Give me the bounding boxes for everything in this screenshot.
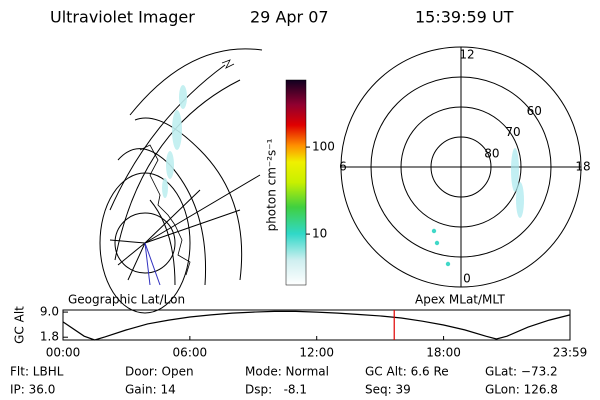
date: 29 Apr 07 — [250, 8, 329, 27]
mlt-label: 12 — [459, 48, 474, 62]
panel-label: Geographic Lat/Lon — [68, 293, 185, 307]
info-field: Door: Open — [125, 365, 194, 379]
plot-frame — [62, 309, 571, 341]
colorbar-label: photon cm⁻²s⁻¹ — [265, 138, 279, 231]
y-axis-label: GC Alt — [13, 306, 27, 344]
lat-label: 80 — [484, 146, 499, 160]
x-tick-label: 18:00 — [426, 346, 461, 360]
x-tick-label: 00:00 — [46, 346, 81, 360]
info-field: Mode: Normal — [245, 365, 329, 379]
aurora-right — [431, 148, 524, 267]
y-tick-label: 9.0 — [40, 305, 59, 319]
x-tick-label: 06:00 — [173, 346, 208, 360]
colorbar-tick-label: 100 — [312, 140, 335, 154]
mlt-label: 18 — [575, 160, 590, 174]
title: Ultraviolet Imager — [50, 8, 195, 27]
info-field: Seq: 39 — [365, 383, 411, 397]
polar-plot: 807060126018 — [339, 46, 591, 288]
y-tick-label: 1.8 — [40, 330, 59, 344]
info-field: Gain: 14 — [125, 383, 176, 397]
panel-label: Apex MLat/MLT — [415, 293, 505, 307]
colorbar-tick-label: 10 — [312, 227, 327, 241]
info-field: GLat: −73.2 — [485, 365, 558, 379]
info-field: Dsp: -8.1 — [245, 383, 307, 397]
info-field: GC Alt: 6.6 Re — [365, 365, 449, 379]
aurora-left — [162, 85, 187, 198]
lat-label: 60 — [527, 104, 542, 118]
info-field: IP: 36.0 — [10, 383, 55, 397]
x-tick-label: 23:59 — [553, 346, 588, 360]
info-field: GLon: 126.8 — [485, 383, 558, 397]
lat-label: 70 — [505, 125, 520, 139]
time: 15:39:59 UT — [415, 8, 514, 27]
info-field: Flt: LBHL — [10, 365, 64, 379]
mlt-label: 0 — [463, 272, 471, 286]
x-tick-label: 12:00 — [299, 346, 334, 360]
colorbar — [285, 79, 307, 286]
altitude-line — [62, 310, 571, 341]
